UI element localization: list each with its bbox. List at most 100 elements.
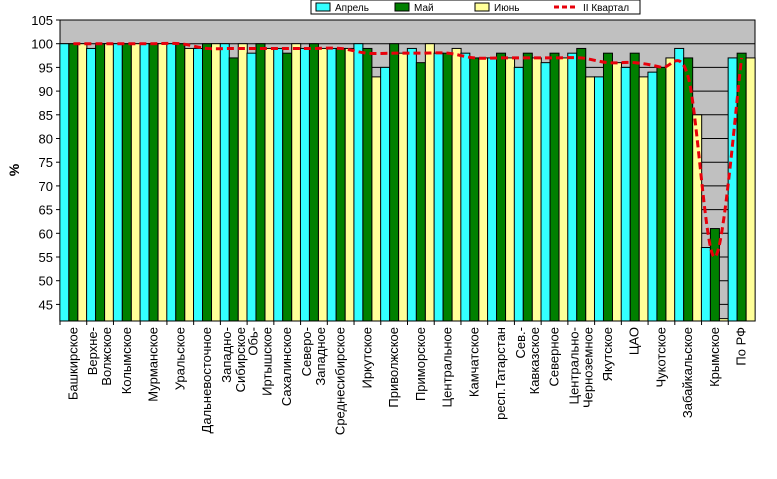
bar-Апрель <box>593 76 604 322</box>
bar-Май <box>709 228 720 322</box>
bar-Май <box>602 52 613 322</box>
bar-Июнь <box>478 57 489 322</box>
bar-Апрель <box>246 52 257 322</box>
legend-swatch <box>315 2 331 12</box>
bar-Май <box>576 47 587 322</box>
bar-Май <box>121 43 132 322</box>
bar-Апрель <box>299 47 310 322</box>
x-tick-label: Якутское <box>600 327 615 381</box>
legend-swatch <box>394 2 410 12</box>
x-tick-label: Уральское <box>172 327 187 390</box>
x-tick-label: Кавказское <box>527 327 542 394</box>
bar-Апрель <box>86 47 97 322</box>
x-tick-label: Сев.- <box>513 327 528 358</box>
x-tick-label: Северное <box>547 327 562 386</box>
bar-Апрель <box>166 43 177 322</box>
x-tick-label: респ.Татарстан <box>493 327 508 420</box>
legend-swatch <box>474 2 490 12</box>
bar-Июнь <box>585 76 596 322</box>
bar-Май <box>308 43 319 322</box>
bar-Май <box>282 52 293 322</box>
bar-Июнь <box>611 62 622 322</box>
y-tick-label: 45 <box>39 297 53 312</box>
bar-Апрель <box>353 43 364 322</box>
bar-Май <box>629 52 640 322</box>
x-tick-label: Среднесибирское <box>333 327 348 435</box>
x-tick-label: Центральное <box>440 327 455 407</box>
bar-Июнь <box>371 76 382 322</box>
bar-Июнь <box>130 43 141 322</box>
bar-Июнь <box>237 43 248 322</box>
bar-Апрель <box>513 66 524 322</box>
bar-Июнь <box>264 47 275 322</box>
bar-Май <box>442 52 453 322</box>
y-tick-label: 55 <box>39 250 53 265</box>
bar-Май <box>175 43 186 322</box>
legend: Апрель Май Июнь II Квартал <box>310 0 641 15</box>
bar-Июнь <box>558 57 569 322</box>
x-tick-label: Северо- <box>299 327 314 376</box>
bar-Май <box>496 52 507 322</box>
x-tick-label: Центрально- <box>566 327 581 405</box>
x-tick-label: Западное <box>313 327 328 386</box>
y-tick-label: 85 <box>39 108 53 123</box>
bar-Май <box>148 43 159 322</box>
bar-Июнь <box>505 57 516 322</box>
y-tick-label: 50 <box>39 274 53 289</box>
y-tick-label: 100 <box>31 37 53 52</box>
bar-Май <box>95 43 106 322</box>
y-axis: 45 50 55 60 65 70 75 80 85 90 95 100 105 <box>31 13 60 312</box>
bar-Апрель <box>193 47 204 322</box>
legend-label: Апрель <box>335 3 369 14</box>
bar-Апрель <box>219 43 230 322</box>
bar-Апрель <box>112 43 123 322</box>
bar-Май <box>228 57 239 322</box>
bar-Май <box>68 43 79 322</box>
bar-Май <box>389 43 400 322</box>
x-tick-label: Волжское <box>99 327 114 386</box>
bar-Июнь <box>745 57 756 322</box>
bar-Июнь <box>638 76 649 322</box>
bar-Апрель <box>273 47 284 322</box>
bar-Июнь <box>665 57 676 322</box>
x-tick-label: Черноземное <box>580 327 595 408</box>
x-tick-label: Западно- <box>219 327 234 383</box>
bar-Май <box>469 57 480 322</box>
bars <box>59 43 756 322</box>
x-tick-label: Колымское <box>119 327 134 394</box>
bar-Апрель <box>487 57 498 322</box>
bar-Апрель <box>674 47 685 322</box>
legend-label: II Квартал <box>583 3 629 14</box>
bar-Июнь <box>718 318 729 322</box>
bar-Июнь <box>398 52 409 322</box>
y-tick-label: 70 <box>39 179 53 194</box>
x-tick-label: Верхне- <box>85 327 100 375</box>
x-tick-label: ЦАО <box>627 327 642 355</box>
bar-Май <box>415 62 426 322</box>
bar-Май <box>549 52 560 322</box>
bar-Май <box>255 43 266 322</box>
bar-Апрель <box>700 247 711 322</box>
x-tick-label: Башкирское <box>65 327 80 400</box>
x-tick-label: Сахалинское <box>279 327 294 406</box>
x-tick-label: Приволжское <box>386 327 401 408</box>
bar-Май <box>522 52 533 322</box>
bar-Апрель <box>433 52 444 322</box>
bar-Май <box>335 47 346 322</box>
y-tick-label: 90 <box>39 84 53 99</box>
y-tick-label: 60 <box>39 226 53 241</box>
x-tick-label: Дальневосточное <box>199 327 214 433</box>
bar-Июнь <box>291 43 302 322</box>
y-tick-label: 105 <box>31 13 53 28</box>
bar-Апрель <box>380 66 391 322</box>
y-tick-label: 75 <box>39 155 53 170</box>
x-tick-label: Обь- <box>245 327 260 356</box>
legend-label: Июнь <box>494 3 519 14</box>
bar-Июнь <box>344 47 355 322</box>
x-tick-label: Забайкальское <box>680 327 695 418</box>
x-tick-label: Мурманское <box>146 327 161 402</box>
bar-Апрель <box>620 66 631 322</box>
bar-Июнь <box>104 43 115 322</box>
bar-Июнь <box>77 43 88 322</box>
